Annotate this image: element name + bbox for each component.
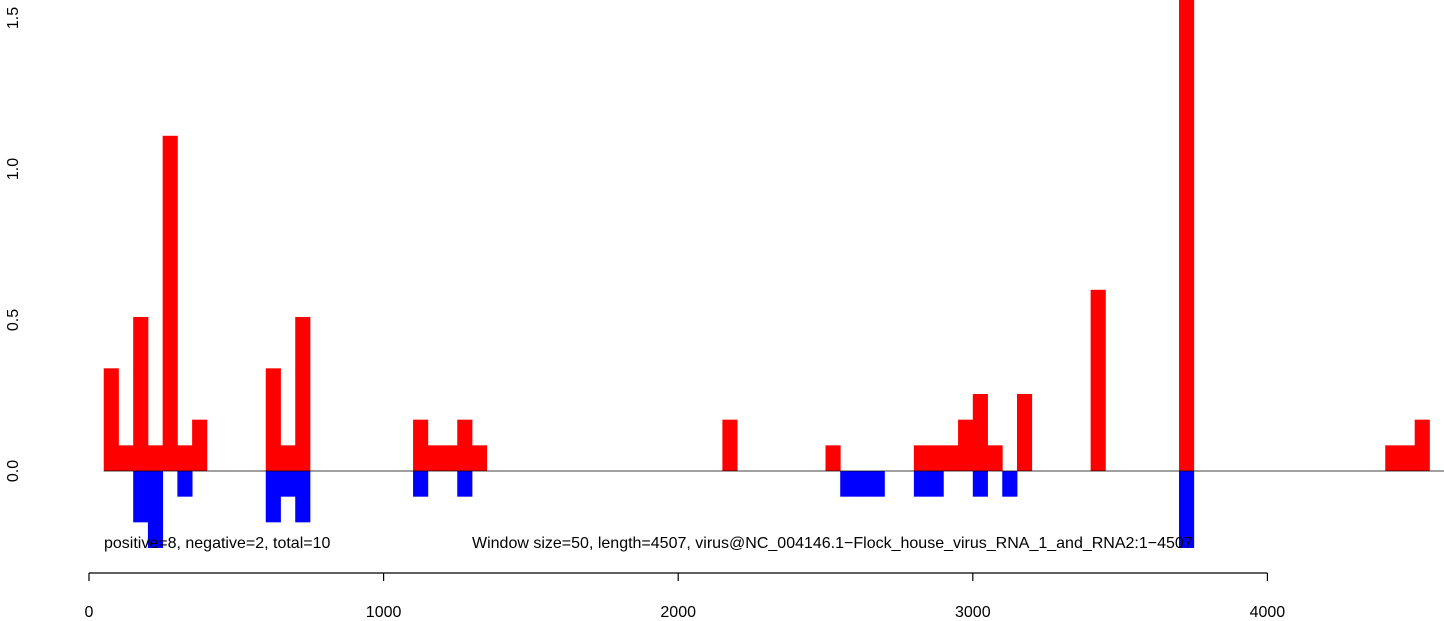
negative-bar-13 xyxy=(973,471,988,497)
info-annotation: Window size=50, length=4507, virus@NC_00… xyxy=(472,535,1193,552)
negative-bar-12 xyxy=(929,471,944,497)
negative-bar-9 xyxy=(855,471,870,497)
positive-bar-15 xyxy=(722,420,737,471)
y-tick-label: 0.0 xyxy=(5,460,22,482)
positive-bar-1 xyxy=(118,445,133,471)
negative-bar-8 xyxy=(840,471,855,497)
positive-bar-28 xyxy=(1415,420,1430,471)
negative-bar-7 xyxy=(457,471,472,497)
negative-bar-4 xyxy=(280,471,295,497)
positive-bar-20 xyxy=(958,420,973,471)
negative-bar-2 xyxy=(177,471,192,497)
positive-bar-22 xyxy=(988,445,1003,471)
positive-bar-10 xyxy=(413,420,428,471)
x-tick-label: 2000 xyxy=(660,604,696,621)
positive-bar-18 xyxy=(929,445,944,471)
y-tick-label: 1.0 xyxy=(5,158,22,180)
positive-bar-12 xyxy=(443,445,458,471)
positive-bar-3 xyxy=(148,445,163,471)
positive-bar-4 xyxy=(163,136,178,471)
positive-bar-8 xyxy=(280,445,295,471)
negative-bar-5 xyxy=(295,471,310,522)
positive-bar-7 xyxy=(266,368,281,471)
positive-bar-0 xyxy=(104,368,119,471)
positive-bar-2 xyxy=(133,317,148,471)
negative-bar-6 xyxy=(413,471,428,497)
negative-bar-14 xyxy=(1002,471,1017,497)
positive-bar-25 xyxy=(1179,0,1194,471)
positive-bar-6 xyxy=(192,420,207,471)
positive-bar-11 xyxy=(428,445,443,471)
positive-bar-14 xyxy=(472,445,487,471)
positive-bar-21 xyxy=(973,394,988,471)
positive-bar-19 xyxy=(943,445,958,471)
y-axis: 0.0 0.5 1.0 1.5 xyxy=(5,7,22,482)
positive-bars xyxy=(104,0,1430,471)
negative-bar-10 xyxy=(870,471,885,497)
x-tick-label: 4000 xyxy=(1250,604,1286,621)
positive-bar-13 xyxy=(457,420,472,471)
negative-bar-11 xyxy=(914,471,929,497)
positive-bar-9 xyxy=(295,317,310,471)
positive-bar-5 xyxy=(177,445,192,471)
counts-annotation: positive=8, negative=2, total=10 xyxy=(104,535,330,552)
positive-bar-17 xyxy=(914,445,929,471)
y-tick-label: 1.5 xyxy=(5,7,22,29)
x-tick-label: 3000 xyxy=(955,604,991,621)
negative-bar-3 xyxy=(266,471,281,522)
y-tick-label: 0.5 xyxy=(5,309,22,331)
positive-bar-24 xyxy=(1091,290,1106,471)
x-axis: 0 1000 2000 3000 4000 xyxy=(85,573,1286,621)
positive-bar-26 xyxy=(1385,445,1400,471)
x-tick-label: 1000 xyxy=(366,604,402,621)
positive-bar-23 xyxy=(1017,394,1032,471)
positive-bar-16 xyxy=(826,445,841,471)
positive-bar-27 xyxy=(1400,445,1415,471)
negative-bar-0 xyxy=(133,471,148,522)
x-tick-label: 0 xyxy=(85,604,94,621)
